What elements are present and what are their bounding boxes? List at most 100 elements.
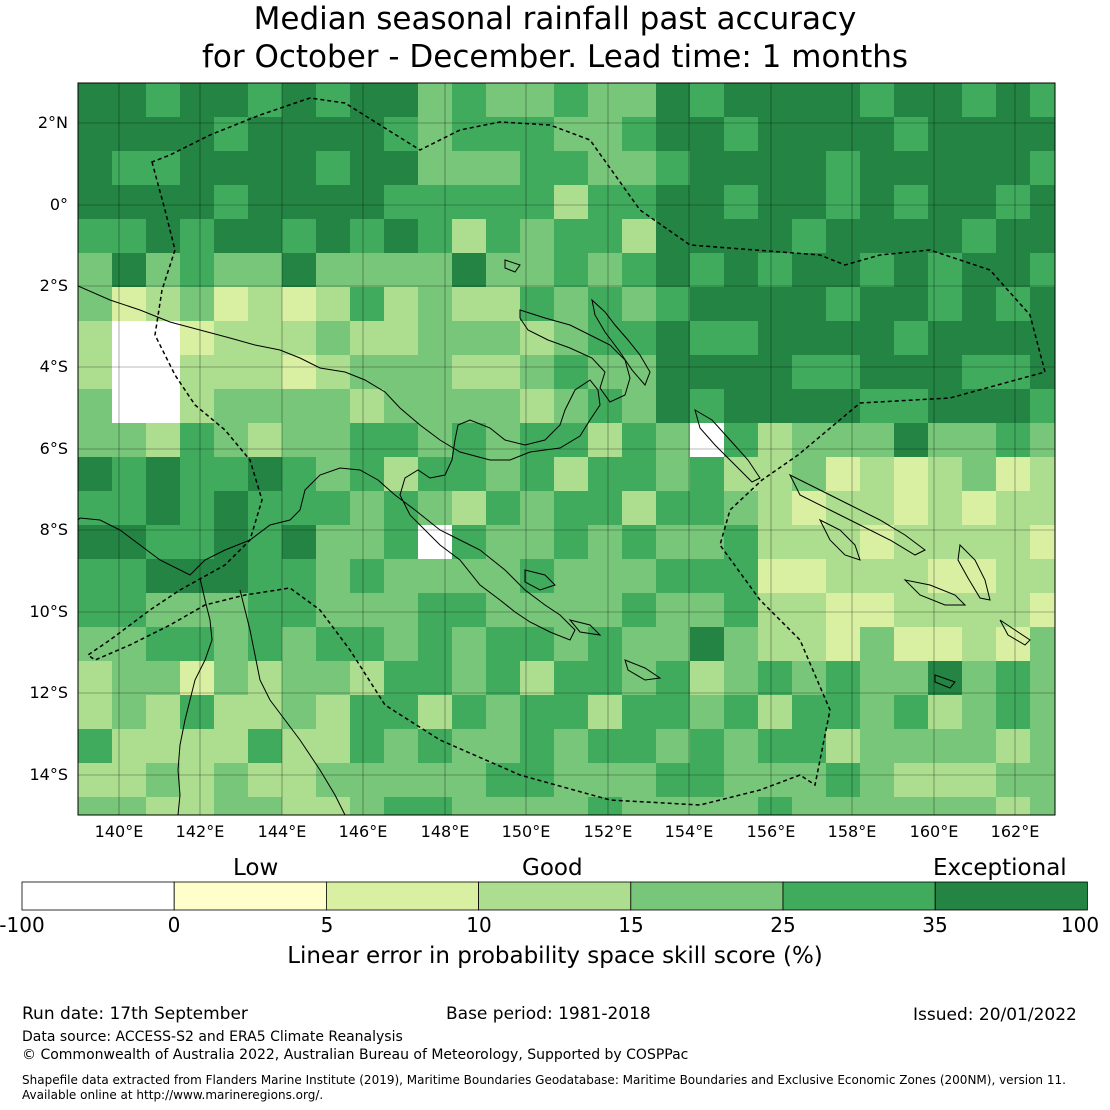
skill-cell [826,117,861,152]
skill-cell [282,117,317,152]
skill-cell [758,491,793,526]
skill-cell [724,151,759,186]
skill-cell [146,797,181,815]
skill-cell [690,287,725,322]
skill-cell [962,185,997,220]
skill-cell [894,457,929,492]
skill-cell [622,559,657,594]
skill-cell [962,661,997,696]
skill-cell [860,661,895,696]
skill-cell [350,491,385,526]
skill-cell [724,83,759,118]
skill-cell [180,627,215,662]
skill-cell [928,491,963,526]
skill-cell [214,253,249,288]
skill-cell [486,151,521,186]
coastline-new-britain [519,309,631,403]
skill-cell [214,287,249,322]
skill-cell [996,253,1031,288]
skill-cell [894,627,929,662]
skill-cell [826,253,861,288]
skill-cell [316,695,351,730]
skill-cell [826,627,861,662]
skill-cell [350,117,385,152]
skill-cell [724,389,759,424]
skill-cell [1030,83,1055,118]
skill-cell [214,797,249,815]
skill-cell [1030,355,1055,390]
skill-cell [554,661,589,696]
skill-cell [860,253,895,288]
lon-label-154e: 154°E [664,822,714,841]
skill-cell [384,219,419,254]
skill-cell [520,729,555,764]
skill-cell [996,423,1031,458]
skill-cell [282,661,317,696]
skill-cell [1030,151,1055,186]
skill-cell [486,695,521,730]
skill-cell [996,763,1031,798]
skill-cell [384,355,419,390]
skill-cell [656,83,691,118]
skill-cell [316,797,351,815]
skill-cell [180,253,215,288]
skill-cell [962,627,997,662]
skill-cell [248,83,283,118]
skill-cell [418,83,453,118]
skill-cell [350,219,385,254]
skill-cell [860,627,895,662]
skill-cell [792,321,827,356]
skill-cell [112,661,147,696]
skill-cell [928,457,963,492]
skill-cell [622,457,657,492]
skill-cell [384,321,419,356]
skill-cell [1030,117,1055,152]
skill-cell [1030,695,1055,730]
skill-cell [146,185,181,220]
skill-cell [758,253,793,288]
skill-cell [928,253,963,288]
skill-cell [894,525,929,560]
skill-cell [520,797,555,815]
skill-cell [656,491,691,526]
skill-cell [214,389,249,424]
skill-cell [588,287,623,322]
skill-cell [78,185,113,220]
skill-cell [622,151,657,186]
skill-cell [690,355,725,390]
skill-cell [622,219,657,254]
skill-cell [690,83,725,118]
colorbar-tick: 35 [922,913,948,937]
skill-cell [520,253,555,288]
category-exceptional: Exceptional [933,855,1067,881]
skill-cell [350,287,385,322]
skill-cell [486,559,521,594]
skill-cell [792,389,827,424]
skill-cell [384,253,419,288]
colorbar-tick: 15 [618,913,644,937]
skill-cell [656,321,691,356]
skill-cell [690,491,725,526]
skill-cell [792,593,827,628]
skill-cell [1030,661,1055,696]
skill-cell [622,627,657,662]
skill-cell [350,525,385,560]
skill-cell [690,559,725,594]
skill-cell [1030,423,1055,458]
skill-cell [894,321,929,356]
skill-cell [452,83,487,118]
skill-cell [282,627,317,662]
skill-cell [452,219,487,254]
skill-cell [180,287,215,322]
skill-cell [112,321,147,356]
skill-cell [452,525,487,560]
skill-cell [78,491,113,526]
skill-cell [894,491,929,526]
skill-cell [588,389,623,424]
skill-cell [656,797,691,815]
skill-cell [78,559,113,594]
skill-cell [996,627,1031,662]
skill-cell [78,287,113,322]
skill-cell [588,695,623,730]
